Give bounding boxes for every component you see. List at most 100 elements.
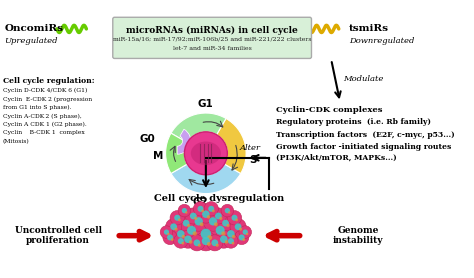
Circle shape [228,211,230,214]
Text: Cyclin-CDK complexes: Cyclin-CDK complexes [276,106,382,114]
Circle shape [207,235,223,251]
Circle shape [187,224,190,227]
Circle shape [189,240,192,244]
Text: G1: G1 [198,99,214,109]
Circle shape [230,219,246,235]
Circle shape [170,211,184,225]
Circle shape [228,238,234,244]
Circle shape [196,231,216,251]
Circle shape [227,224,229,227]
Circle shape [194,217,203,225]
Circle shape [189,212,209,231]
Circle shape [201,210,204,212]
Circle shape [216,226,225,235]
Circle shape [225,240,228,244]
Circle shape [218,215,234,231]
Circle shape [182,235,185,238]
Text: G2: G2 [192,197,209,207]
Circle shape [235,219,238,221]
Circle shape [201,229,211,239]
Circle shape [239,227,242,231]
Circle shape [203,212,223,231]
Circle shape [170,223,177,230]
Circle shape [179,230,197,248]
Text: Cyclin D-CDK 4/CDK 6 (G1): Cyclin D-CDK 4/CDK 6 (G1) [3,88,87,93]
Circle shape [222,220,229,227]
Circle shape [160,226,173,238]
Circle shape [183,220,190,227]
Circle shape [228,211,242,225]
Wedge shape [171,113,226,143]
Circle shape [174,215,180,221]
Circle shape [221,204,234,217]
Circle shape [178,238,184,244]
Circle shape [167,233,170,235]
Circle shape [211,239,218,246]
Text: Modulate: Modulate [343,75,383,83]
Text: Cell cycle regulation:: Cell cycle regulation: [3,77,94,85]
Text: Uncontrolled cell
proliferation: Uncontrolled cell proliferation [15,226,102,245]
Circle shape [193,221,219,246]
Circle shape [235,223,241,230]
Circle shape [198,244,201,247]
Circle shape [197,205,215,223]
Circle shape [231,215,237,221]
Circle shape [227,230,235,238]
Circle shape [182,242,184,245]
Circle shape [173,234,188,248]
Circle shape [163,230,177,245]
Text: miR-15a/16; miR-17/92;miR-106b/25 and miR-221/222 clusters: miR-15a/16; miR-17/92;miR-106b/25 and mi… [113,36,311,41]
Circle shape [178,215,194,231]
Circle shape [204,202,219,216]
Circle shape [246,233,248,235]
Circle shape [174,227,178,231]
Circle shape [167,234,173,240]
Text: Cyclin A-CDK 2 (S phase),: Cyclin A-CDK 2 (S phase), [3,113,82,119]
Text: Cyclin  E-CDK 2 (progression: Cyclin E-CDK 2 (progression [3,96,92,102]
Circle shape [185,208,201,224]
Circle shape [216,244,219,247]
FancyBboxPatch shape [113,17,311,58]
Circle shape [224,234,238,248]
Circle shape [235,230,249,245]
Text: Cyclin    B-CDK 1  complex: Cyclin B-CDK 1 complex [3,130,84,135]
Circle shape [192,231,197,236]
Circle shape [182,208,187,213]
Circle shape [172,225,190,243]
Circle shape [207,215,210,219]
Circle shape [164,229,169,235]
Circle shape [193,239,201,246]
Circle shape [178,219,181,221]
Circle shape [184,235,191,243]
Text: Upregulated: Upregulated [4,37,58,45]
Text: Alter: Alter [240,145,261,152]
Circle shape [171,238,173,241]
Circle shape [215,230,233,248]
Circle shape [202,237,210,245]
Wedge shape [171,164,241,193]
Circle shape [221,231,226,236]
Circle shape [212,210,215,212]
Circle shape [181,220,202,241]
Text: M: M [153,151,163,161]
Wedge shape [217,118,246,173]
Circle shape [222,225,240,243]
Circle shape [208,206,214,212]
Text: OncomiRs: OncomiRs [4,24,64,33]
Text: tsmiRs: tsmiRs [349,24,389,33]
Text: G0: G0 [139,134,155,144]
Circle shape [198,206,203,212]
Text: Genome
instability: Genome instability [333,226,383,245]
Circle shape [239,226,252,238]
Text: from G1 into S phase).: from G1 into S phase). [3,105,71,110]
Text: Cell cycle dysregulation: Cell cycle dysregulation [154,193,284,203]
Ellipse shape [184,132,228,175]
Text: S: S [249,155,256,165]
Circle shape [215,213,222,219]
Circle shape [187,226,196,235]
Circle shape [232,242,235,245]
Circle shape [210,208,227,224]
Circle shape [202,210,210,218]
Circle shape [193,202,208,216]
Circle shape [190,213,197,219]
